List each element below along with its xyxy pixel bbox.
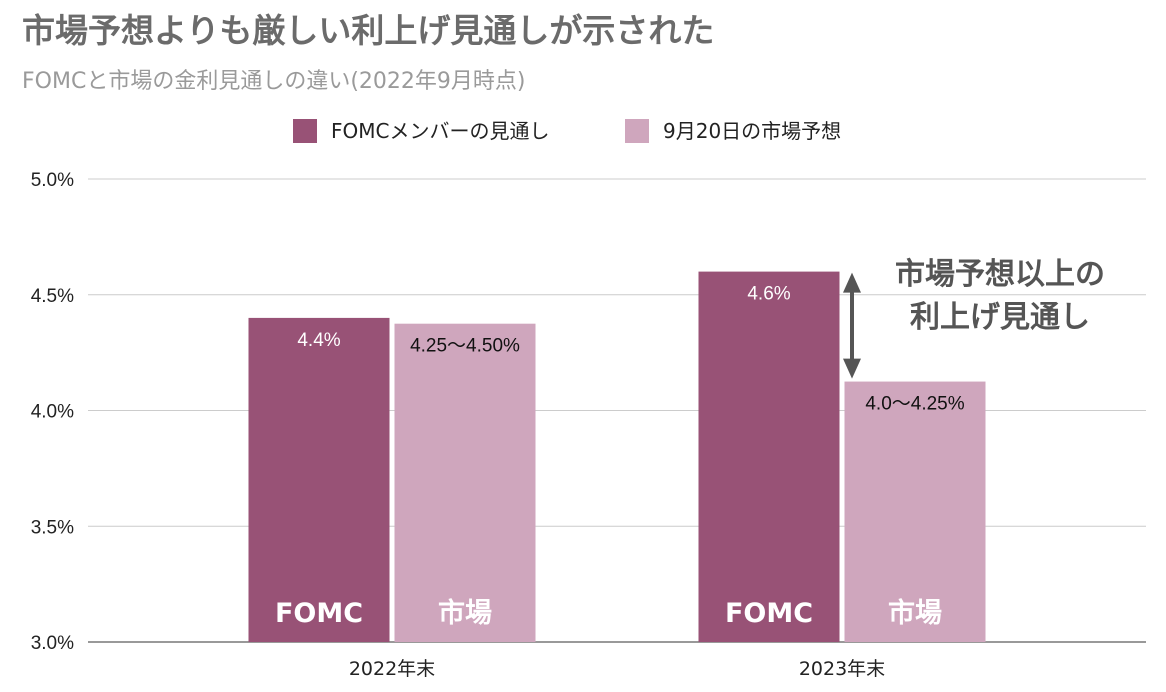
- bar: [394, 323, 536, 642]
- y-tick-label: 4.0%: [31, 402, 74, 423]
- legend-label-fomc: FOMCメンバーの見通し: [331, 119, 549, 143]
- bar: [248, 317, 390, 642]
- y-tick-label: 3.0%: [31, 633, 74, 654]
- gridlines: [88, 178, 1146, 643]
- legend: FOMCメンバーの見通し 9月20日の市場予想: [293, 119, 841, 143]
- data-label: 4.0〜4.25%: [865, 394, 964, 415]
- annotation-line-2: 利上げ見通し: [910, 300, 1090, 335]
- y-tick-label: 3.5%: [31, 517, 74, 538]
- data-label: 4.25〜4.50%: [410, 336, 520, 357]
- bar-label: 市場: [888, 597, 942, 629]
- chart-subtitle: FOMCと市場の金利見通しの違い(2022年9月時点): [22, 69, 525, 94]
- x-tick-label: 2022年末: [349, 658, 435, 680]
- y-tick-label: 4.5%: [31, 286, 74, 307]
- annotation-arrow-head-top: [843, 272, 861, 293]
- annotation: 市場予想以上の 利上げ見通し: [843, 257, 1105, 379]
- legend-swatch-market: [625, 119, 649, 143]
- x-axis: 2022年末 2023年末: [349, 658, 885, 680]
- legend-label-market: 9月20日の市場予想: [663, 119, 841, 143]
- bar-label: FOMC: [725, 598, 813, 629]
- annotation-arrow-head-bottom: [843, 358, 861, 379]
- bar: [844, 381, 986, 642]
- y-axis: 3.0% 3.5% 4.0% 4.5% 5.0%: [31, 170, 74, 654]
- chart-title: 市場予想よりも厳しい利上げ見通しが示された: [22, 11, 714, 50]
- data-label: 4.6%: [747, 284, 790, 305]
- legend-swatch-fomc: [293, 119, 317, 143]
- annotation-line-1: 市場予想以上の: [895, 257, 1105, 292]
- bar: [698, 271, 840, 642]
- y-tick-label: 5.0%: [31, 170, 74, 191]
- x-tick-label: 2023年末: [799, 658, 885, 680]
- bar-label: 市場: [438, 597, 492, 629]
- bars: 4.4% FOMC 4.25〜4.50% 市場 4.6% FOMC 4.0〜4.25% 市場: [248, 271, 986, 642]
- bar-label: FOMC: [275, 598, 363, 629]
- data-label: 4.4%: [297, 330, 340, 351]
